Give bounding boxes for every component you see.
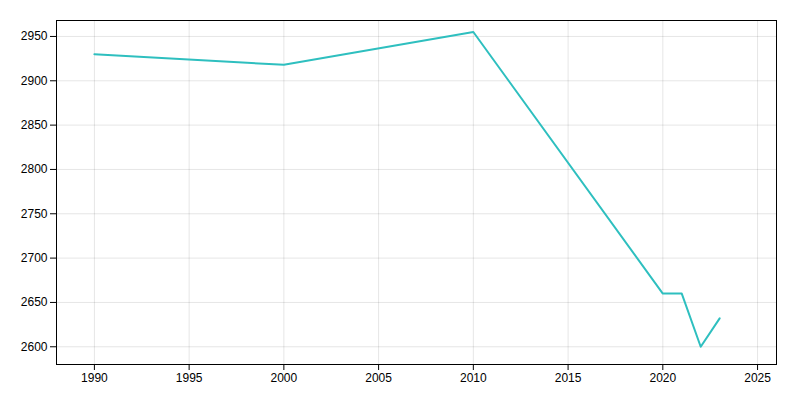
svg-text:1990: 1990 [81,371,108,385]
svg-text:2600: 2600 [21,340,48,354]
svg-text:2650: 2650 [21,295,48,309]
svg-text:2800: 2800 [21,162,48,176]
svg-text:2850: 2850 [21,118,48,132]
svg-text:2025: 2025 [744,371,771,385]
svg-text:2005: 2005 [365,371,392,385]
svg-text:2950: 2950 [21,29,48,43]
svg-text:2000: 2000 [271,371,298,385]
svg-text:2700: 2700 [21,251,48,265]
svg-text:2750: 2750 [21,207,48,221]
svg-text:2015: 2015 [555,371,582,385]
svg-text:2010: 2010 [460,371,487,385]
svg-text:1995: 1995 [176,371,203,385]
svg-text:2020: 2020 [649,371,676,385]
svg-text:2900: 2900 [21,74,48,88]
